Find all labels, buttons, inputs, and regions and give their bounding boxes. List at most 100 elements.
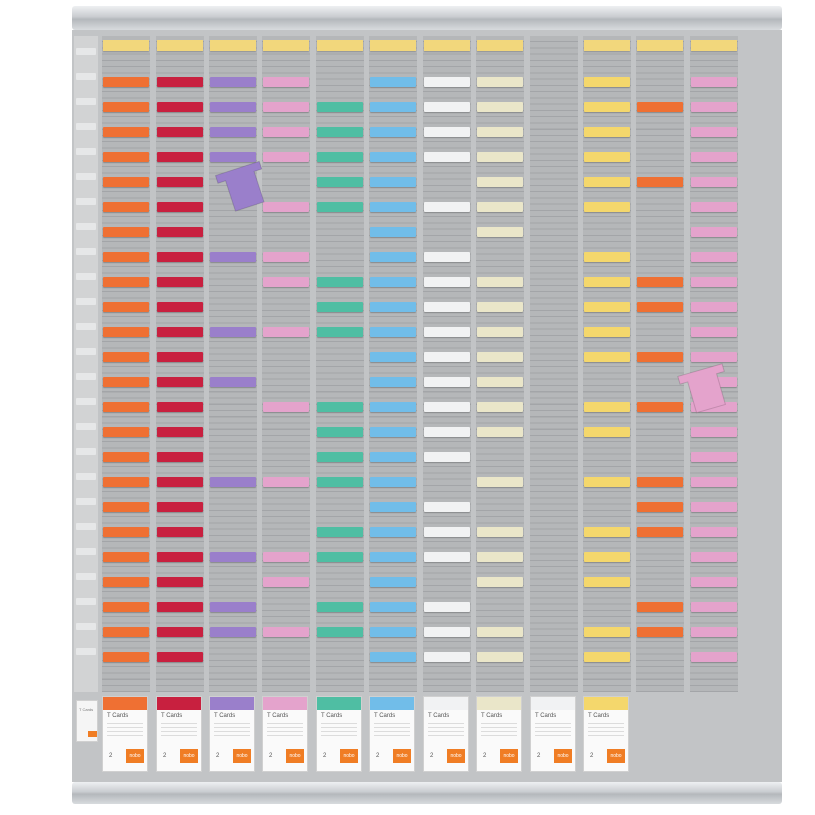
t-card[interactable] xyxy=(157,352,203,362)
column-header-card[interactable] xyxy=(210,40,256,51)
column-header-card[interactable] xyxy=(317,40,363,51)
t-card[interactable] xyxy=(477,627,523,637)
t-card[interactable] xyxy=(691,602,737,612)
column-header-card[interactable] xyxy=(477,40,523,51)
t-card[interactable] xyxy=(370,377,416,387)
t-card[interactable] xyxy=(317,552,363,562)
t-card[interactable] xyxy=(370,527,416,537)
t-card[interactable] xyxy=(691,552,737,562)
t-card[interactable] xyxy=(424,402,470,412)
t-card[interactable] xyxy=(103,202,149,212)
column-header-card[interactable] xyxy=(424,40,470,51)
t-card[interactable] xyxy=(210,377,256,387)
t-card[interactable] xyxy=(691,102,737,112)
t-card[interactable] xyxy=(157,127,203,137)
t-card[interactable] xyxy=(584,302,630,312)
t-card[interactable] xyxy=(157,77,203,87)
column-header-card[interactable] xyxy=(691,40,737,51)
t-card[interactable] xyxy=(637,177,683,187)
t-card[interactable] xyxy=(584,252,630,262)
t-card[interactable] xyxy=(157,652,203,662)
t-card[interactable] xyxy=(317,402,363,412)
t-card[interactable] xyxy=(157,202,203,212)
t-card[interactable] xyxy=(317,102,363,112)
loose-t-card[interactable] xyxy=(212,152,285,218)
t-card[interactable] xyxy=(103,127,149,137)
t-card-pack[interactable]: T Cards 2 nobo xyxy=(369,696,415,772)
t-card[interactable] xyxy=(477,327,523,337)
t-card[interactable] xyxy=(424,127,470,137)
t-card[interactable] xyxy=(263,277,309,287)
t-card[interactable] xyxy=(317,477,363,487)
t-card[interactable] xyxy=(584,177,630,187)
t-card[interactable] xyxy=(157,552,203,562)
t-card[interactable] xyxy=(584,577,630,587)
t-card[interactable] xyxy=(157,102,203,112)
t-card[interactable] xyxy=(691,502,737,512)
t-card[interactable] xyxy=(477,527,523,537)
t-card[interactable] xyxy=(637,352,683,362)
t-card[interactable] xyxy=(691,152,737,162)
t-card[interactable] xyxy=(370,127,416,137)
t-card[interactable] xyxy=(477,302,523,312)
t-card[interactable] xyxy=(370,602,416,612)
t-card[interactable] xyxy=(103,277,149,287)
t-card[interactable] xyxy=(157,452,203,462)
t-card[interactable] xyxy=(691,277,737,287)
t-card[interactable] xyxy=(157,277,203,287)
t-card-pack[interactable]: T Cards 2 nobo xyxy=(530,696,576,772)
t-card[interactable] xyxy=(691,302,737,312)
t-card[interactable] xyxy=(263,152,309,162)
t-card[interactable] xyxy=(317,452,363,462)
t-card[interactable] xyxy=(263,202,309,212)
t-card[interactable] xyxy=(477,102,523,112)
t-card[interactable] xyxy=(691,202,737,212)
t-card[interactable] xyxy=(157,427,203,437)
t-card[interactable] xyxy=(424,627,470,637)
t-card[interactable] xyxy=(103,152,149,162)
t-card[interactable] xyxy=(317,527,363,537)
t-card[interactable] xyxy=(370,277,416,287)
t-card[interactable] xyxy=(210,127,256,137)
t-card[interactable] xyxy=(103,377,149,387)
t-card[interactable] xyxy=(691,527,737,537)
t-card[interactable] xyxy=(317,177,363,187)
t-card[interactable] xyxy=(637,402,683,412)
t-card[interactable] xyxy=(424,652,470,662)
t-card[interactable] xyxy=(210,327,256,337)
t-card[interactable] xyxy=(424,152,470,162)
t-card[interactable] xyxy=(263,102,309,112)
t-card[interactable] xyxy=(584,477,630,487)
t-card[interactable] xyxy=(370,202,416,212)
t-card-pack[interactable]: T Cards 2 nobo xyxy=(262,696,308,772)
t-card[interactable] xyxy=(370,152,416,162)
t-card[interactable] xyxy=(424,602,470,612)
t-card[interactable] xyxy=(210,602,256,612)
t-card-pack[interactable]: T Cards 2 nobo xyxy=(156,696,202,772)
t-card[interactable] xyxy=(691,352,737,362)
t-card[interactable] xyxy=(103,627,149,637)
t-card[interactable] xyxy=(584,652,630,662)
t-card-pack[interactable]: T Cards 2 nobo xyxy=(476,696,522,772)
t-card[interactable] xyxy=(103,527,149,537)
t-card[interactable] xyxy=(477,227,523,237)
t-card[interactable] xyxy=(637,277,683,287)
t-card[interactable] xyxy=(370,327,416,337)
t-card[interactable] xyxy=(370,652,416,662)
t-card[interactable] xyxy=(691,127,737,137)
t-card[interactable] xyxy=(317,302,363,312)
t-card[interactable] xyxy=(263,77,309,87)
t-card[interactable] xyxy=(584,627,630,637)
t-card[interactable] xyxy=(157,152,203,162)
t-card[interactable] xyxy=(584,402,630,412)
t-card[interactable] xyxy=(157,302,203,312)
t-card[interactable] xyxy=(103,402,149,412)
t-card[interactable] xyxy=(637,102,683,112)
t-card[interactable] xyxy=(424,377,470,387)
t-card[interactable] xyxy=(477,77,523,87)
t-card[interactable] xyxy=(370,102,416,112)
t-card[interactable] xyxy=(691,77,737,87)
t-card[interactable] xyxy=(317,427,363,437)
t-card[interactable] xyxy=(424,352,470,362)
t-card[interactable] xyxy=(584,277,630,287)
